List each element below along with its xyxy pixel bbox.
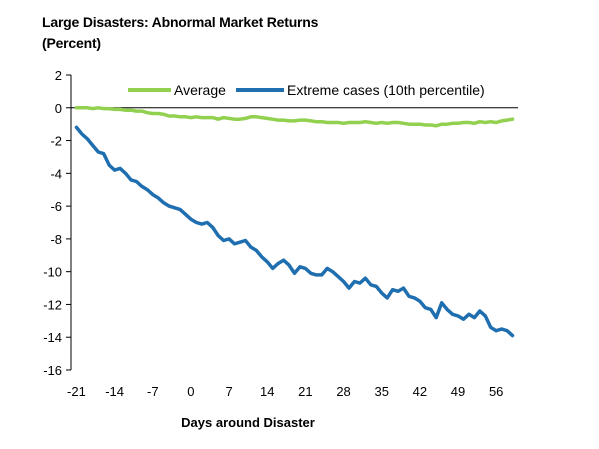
x-tick-label: 7	[225, 384, 232, 399]
y-axis-ticks: 2 0 -2 -4 -6 -8 -10 -12 -14 -16	[43, 68, 71, 378]
legend-label-extreme: Extreme cases (10th percentile)	[287, 82, 485, 98]
x-tick-label: -21	[67, 384, 86, 399]
x-tick-label: 14	[260, 384, 274, 399]
x-tick-label: 49	[451, 384, 465, 399]
y-tick-label: -2	[50, 134, 62, 149]
y-tick-label: -10	[43, 265, 62, 280]
series-line-average	[74, 106, 515, 128]
x-axis-ticks: -21 -14 -7 0 7 14 21 28 35 42 49 56	[67, 384, 503, 399]
y-tick-label: -16	[43, 363, 62, 378]
y-tick-label: -8	[50, 232, 62, 247]
legend: Average Extreme cases (10th percentile)	[128, 82, 485, 98]
legend-label-average: Average	[174, 82, 226, 98]
chart-subtitle: (Percent)	[42, 35, 101, 51]
series-line-extreme	[74, 125, 515, 338]
x-tick-label: -14	[105, 384, 124, 399]
x-axis-label: Days around Disaster	[181, 415, 315, 430]
x-tick-label: 35	[374, 384, 388, 399]
series-lines	[74, 106, 515, 338]
x-tick-label: 28	[336, 384, 350, 399]
chart-title: Large Disasters: Abnormal Market Returns	[42, 14, 319, 30]
y-tick-label: 2	[55, 68, 62, 83]
chart-title-block: Large Disasters: Abnormal Market Returns…	[42, 12, 318, 54]
x-tick-label: 56	[489, 384, 503, 399]
y-tick-label: -14	[43, 330, 62, 345]
y-tick-label: -4	[50, 166, 62, 181]
y-tick-label: 0	[55, 101, 62, 116]
x-tick-label: -7	[147, 384, 159, 399]
x-tick-label: 0	[187, 384, 194, 399]
x-tick-label: 42	[413, 384, 427, 399]
y-tick-label: -6	[50, 199, 62, 214]
y-tick-label: -12	[43, 297, 62, 312]
axes	[70, 75, 518, 370]
x-tick-label: 21	[298, 384, 312, 399]
